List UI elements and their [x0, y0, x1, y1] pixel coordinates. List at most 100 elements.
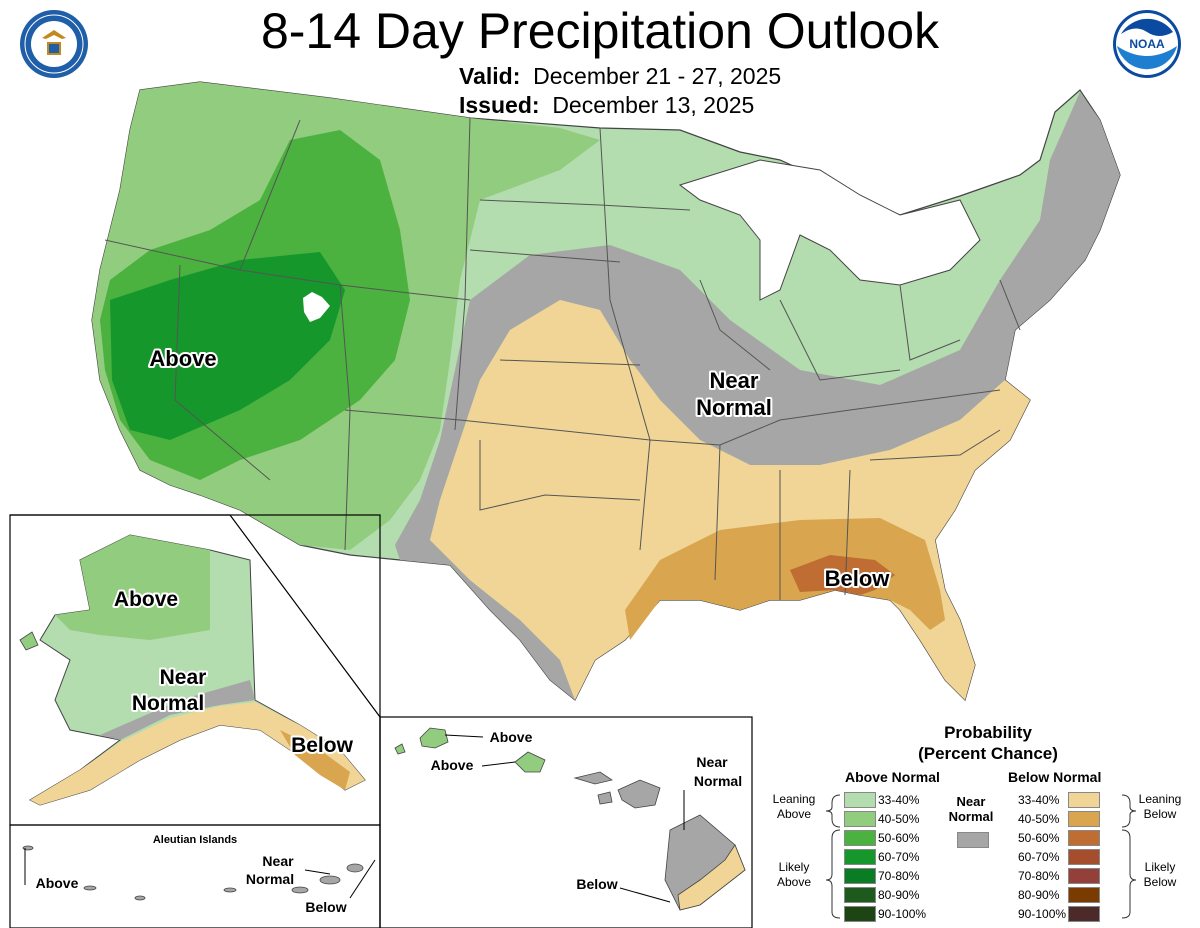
likely-above-1: Likely — [778, 860, 810, 874]
noaa-logo-text: NOAA — [1129, 37, 1165, 51]
above-range-label: 70-80% — [878, 869, 920, 883]
valid-label: Valid: — [459, 63, 521, 89]
aleutian-below-pointer — [349, 859, 376, 899]
leaning-below-2: Below — [1143, 807, 1177, 821]
issued-value: December 13, 2025 — [552, 92, 755, 118]
near-2: Normal — [948, 809, 994, 824]
maui — [617, 779, 661, 809]
aleutian-near-label: Near — [262, 853, 294, 869]
above-swatch — [844, 830, 876, 846]
lanai — [597, 791, 613, 805]
below-swatch — [1068, 830, 1100, 846]
likely-below-1: Likely — [1144, 860, 1176, 874]
leaning-below-1: Leaning — [1138, 792, 1182, 806]
alaska-near-normal — [100, 680, 255, 740]
alaska-near-label: Near — [160, 666, 207, 689]
aleutian-below-label: Below — [305, 899, 346, 915]
hawaii-normal-label: Normal — [694, 773, 742, 789]
great-lakes — [678, 159, 981, 301]
below-range-label: 80-90% — [1018, 888, 1060, 902]
leaning-above-label: Leaning Above — [764, 792, 824, 822]
legend-below-head: Below Normal — [1008, 769, 1102, 785]
valid-value: December 21 - 27, 2025 — [533, 63, 782, 89]
aleutian-above-label: Above — [36, 875, 79, 891]
below-swatch — [1068, 849, 1100, 865]
likely-above-label: Likely Above — [764, 860, 824, 890]
below-range-label: 40-50% — [1018, 812, 1060, 826]
legend-above-head: Above Normal — [845, 769, 940, 785]
big-island-below — [677, 844, 746, 911]
near-normal-label: Near Normal — [946, 794, 996, 824]
leaning-below-label: Leaning Below — [1130, 792, 1190, 822]
alaska-above-label: Above — [114, 588, 178, 611]
above-range-label: 90-100% — [878, 907, 927, 921]
below-swatch — [1068, 792, 1100, 808]
above-60-70-zone — [110, 252, 345, 440]
kauai-pointer — [444, 734, 484, 738]
above-range-label: 50-60% — [878, 831, 920, 845]
hawaii-frame — [379, 716, 753, 928]
aleutian-title: Aleutian Islands — [153, 834, 237, 846]
below-range-label: 60-70% — [1018, 850, 1060, 864]
map-title: 8-14 Day Precipitation Outlook — [260, 3, 940, 59]
likely-above-2: Above — [776, 875, 812, 889]
legend-title-2: (Percent Chance) — [918, 744, 1058, 763]
below-swatch — [1068, 868, 1100, 884]
alaska-below-label: Below — [291, 734, 354, 757]
valid-line: Valid: December 21 - 27, 2025 — [459, 63, 781, 90]
legend-brackets — [825, 794, 1137, 919]
niihau — [394, 743, 406, 755]
below-40-50-zone — [625, 518, 945, 640]
commerce-seal-icon — [20, 10, 88, 78]
near-1: Near — [956, 794, 986, 809]
above-range-label: 60-70% — [878, 850, 920, 864]
alaska-below-40-50 — [280, 730, 350, 790]
above-range-label: 80-90% — [878, 888, 920, 902]
above-swatch — [844, 868, 876, 884]
above-range-label: 33-40% — [878, 793, 920, 807]
below-range-label: 50-60% — [1018, 831, 1060, 845]
below-swatch — [1068, 906, 1100, 922]
alaska-above-40-50 — [55, 535, 210, 640]
near-normal-zone — [395, 92, 1120, 700]
issued-line: Issued: December 13, 2025 — [459, 92, 754, 119]
st-lawrence-island — [19, 631, 39, 651]
hawaii-below-label: Below — [576, 876, 617, 892]
likely-below-label: Likely Below — [1130, 860, 1190, 890]
alaska-normal-label: Normal — [132, 692, 204, 715]
oahu — [514, 751, 546, 773]
kauai — [419, 727, 449, 749]
below-swatch — [1068, 811, 1100, 827]
molokai — [573, 771, 613, 785]
great-salt-lake — [303, 292, 330, 322]
below-50-60-zone — [790, 555, 895, 595]
leaning-above-1: Leaning — [772, 792, 816, 806]
aleutian-near-pointer — [304, 869, 331, 875]
above-swatch — [844, 887, 876, 903]
conus-below-label: Below — [825, 566, 891, 591]
conus-normal-label: Normal — [696, 395, 772, 420]
oahu-pointer — [481, 761, 516, 767]
hawaii-near-label: Near — [696, 754, 728, 770]
below-range-label: 33-40% — [1018, 793, 1060, 807]
leaning-above-2: Above — [776, 807, 812, 821]
near-normal-swatch — [957, 832, 989, 848]
below-pointer — [619, 887, 671, 903]
hawaii-above-label-1: Above — [490, 729, 533, 745]
conus-above-label: Above — [149, 346, 216, 371]
noaa-logo-icon: NOAA — [1113, 10, 1181, 78]
above-range-label: 40-50% — [878, 812, 920, 826]
hawaii-above-label-2: Above — [431, 757, 474, 773]
above-swatch — [844, 792, 876, 808]
below-33-40-zone — [430, 300, 1030, 700]
alaska-below — [30, 702, 365, 805]
below-range-label: 70-80% — [1018, 869, 1060, 883]
legend: Probability (Percent Chance) Above Norma… — [760, 720, 1200, 928]
above-swatch — [844, 906, 876, 922]
aleutian-islands — [22, 845, 364, 901]
aleutian-normal-label: Normal — [246, 871, 294, 887]
issued-label: Issued: — [459, 92, 540, 118]
